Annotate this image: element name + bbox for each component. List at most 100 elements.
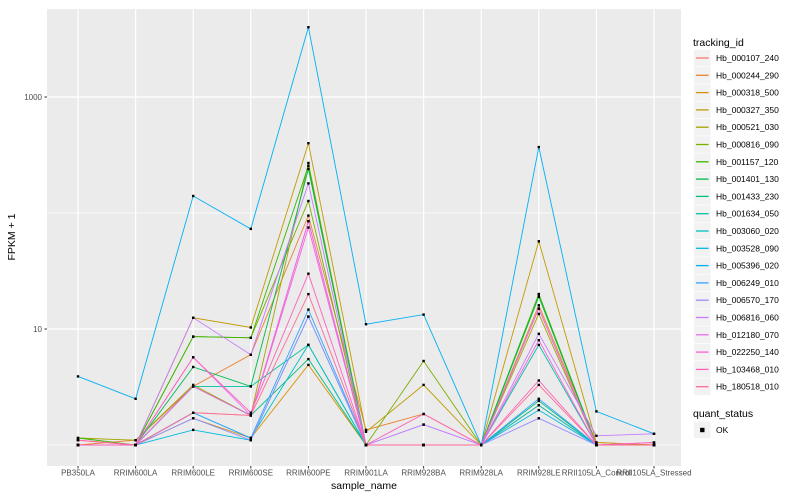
data-point [537, 145, 540, 149]
data-point [480, 443, 483, 447]
legend-entry-label: Hb_001634_050 [716, 209, 779, 219]
legend-entry-label: Hb_003528_090 [716, 243, 779, 253]
data-point [307, 343, 310, 347]
data-point [249, 336, 252, 339]
x-tick-label: RRIM600LA [114, 469, 158, 478]
data-point [134, 439, 137, 442]
x-tick-label: RRIM600PE [286, 469, 330, 478]
legend-entry-label: Hb_000244_290 [716, 70, 779, 80]
data-point [537, 295, 540, 298]
y-axis-title: FPKM + 1 [6, 213, 18, 260]
data-point [249, 414, 252, 417]
data-point [192, 417, 195, 420]
data-point [422, 423, 425, 426]
data-point [595, 434, 598, 437]
data-point [422, 412, 425, 416]
legend-entry-label: Hb_103468_010 [716, 364, 779, 374]
x-tick-label: RRIM901LA [344, 469, 388, 478]
data-point [249, 326, 252, 329]
data-point [134, 397, 137, 400]
data-point [422, 359, 425, 363]
chart-generated-content: PB350LA RRIM600LA RRIM600LE RRIM600SE RRIM60… [24, 9, 779, 478]
data-point [595, 441, 598, 444]
legend-entry-label: Hb_012180_070 [716, 330, 779, 340]
data-point [307, 167, 310, 171]
data-point [537, 304, 540, 307]
legend-entry-label: Hb_000816_090 [716, 140, 779, 150]
data-point [307, 308, 310, 311]
y-tick-label: 1000 [24, 93, 42, 102]
x-tick-label: RRIM600LE [171, 469, 215, 478]
data-point [537, 404, 540, 407]
data-point [364, 323, 368, 326]
data-point [307, 363, 310, 367]
legend-entry-label: Hb_006249_010 [716, 278, 779, 288]
data-point [134, 443, 137, 447]
data-point [192, 411, 195, 414]
data-point [307, 161, 310, 165]
data-point [249, 439, 252, 442]
data-point [192, 194, 195, 198]
legend-entry-label: Hb_006570_170 [716, 295, 779, 305]
data-point [76, 436, 80, 440]
data-point [364, 443, 368, 447]
legend-entry-label: Hb_000521_030 [716, 122, 779, 132]
data-point [192, 385, 195, 388]
data-point [537, 383, 540, 387]
legend-entry-label: Hb_001433_230 [716, 191, 779, 201]
data-point [307, 199, 310, 203]
x-tick-label: RRIM928LE [517, 469, 561, 478]
x-tick-label: RRIM600SE [229, 469, 273, 478]
data-point [76, 439, 80, 442]
x-tick-label: RRIM928BA [401, 469, 446, 478]
plot-panel [47, 9, 681, 466]
data-point [537, 397, 540, 400]
legend-entry-label: Hb_006816_060 [716, 313, 779, 323]
data-point [307, 182, 310, 185]
legend-entry-label: Hb_001401_130 [716, 174, 779, 184]
legend-entry-label: Hb_003060_020 [716, 226, 779, 236]
data-point [652, 432, 656, 435]
x-tick-label: RRII105LA_Stressed [616, 469, 691, 478]
data-point [249, 227, 252, 231]
data-point [249, 385, 252, 388]
data-point [76, 443, 80, 447]
data-point [192, 335, 195, 338]
data-point [192, 383, 195, 387]
data-point [364, 428, 368, 432]
legend-entry-label: OK [716, 425, 729, 435]
data-point [537, 292, 540, 296]
data-point [307, 26, 310, 29]
data-point [537, 307, 540, 310]
data-point [537, 408, 540, 412]
data-point [307, 142, 310, 145]
data-point [249, 353, 252, 356]
data-point [307, 272, 310, 275]
data-point [537, 240, 540, 243]
legend-entry-label: Hb_022250_140 [716, 347, 779, 357]
data-point [249, 411, 252, 414]
legend-entry-label: Hb_001157_120 [716, 157, 779, 167]
x-tick-label: RRII105LA_Control [562, 469, 632, 478]
x-tick-label: RRIM928LA [459, 469, 503, 478]
data-point [537, 399, 540, 403]
legend-entry-label: Hb_000318_500 [716, 88, 779, 98]
legend-entry-label: Hb_000107_240 [716, 53, 779, 63]
data-point [537, 379, 540, 382]
data-point [537, 339, 540, 342]
data-point [595, 443, 598, 447]
data-point [537, 343, 540, 347]
data-point [652, 441, 656, 444]
x-tick-label: PB350LA [61, 469, 95, 478]
data-point [307, 315, 310, 318]
data-point [537, 312, 540, 316]
y-tick-label: 10 [33, 325, 42, 334]
data-point [307, 292, 310, 296]
data-point [307, 214, 310, 217]
legend-entry-label: Hb_000327_350 [716, 105, 779, 115]
legend-entry-label: Hb_180518_010 [716, 382, 779, 392]
legend-key-point [700, 427, 705, 433]
data-point [192, 365, 195, 369]
